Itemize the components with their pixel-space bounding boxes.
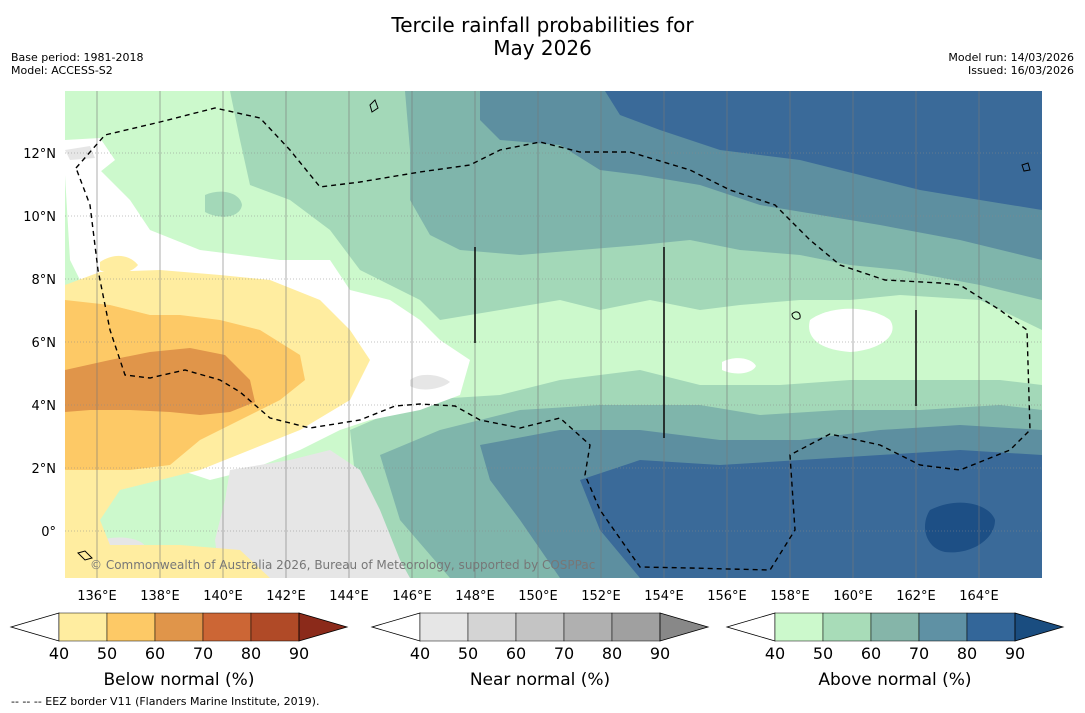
cb-tick: 80 bbox=[602, 644, 622, 663]
x-tick-label: 144°E bbox=[329, 589, 369, 604]
cb-title-below: Below normal (%) bbox=[104, 670, 255, 690]
cb-tick: 40 bbox=[49, 644, 69, 663]
cb-tick: 70 bbox=[193, 644, 213, 663]
cb-tick: 70 bbox=[554, 644, 574, 663]
issued-date: Issued: 16/03/2026 bbox=[967, 64, 1074, 77]
colorbar-near-normal bbox=[370, 612, 710, 642]
meta-right: Model run: 14/03/2026 Issued: 16/03/2026 bbox=[948, 51, 1074, 77]
cb-below-swatch-3 bbox=[154, 612, 204, 642]
above-80-region bbox=[605, 91, 1042, 210]
cb-tick: 90 bbox=[289, 644, 309, 663]
y-tick-label: 6°N bbox=[32, 336, 57, 351]
colorbar-above-normal bbox=[725, 612, 1065, 642]
cb-below-swatch-5 bbox=[250, 612, 300, 642]
cb-tick: 90 bbox=[1005, 644, 1025, 663]
model-run: Model run: 14/03/2026 bbox=[948, 51, 1074, 64]
cb-below-swatch-1 bbox=[58, 612, 108, 642]
cb-above-swatch-1 bbox=[774, 612, 824, 642]
colorbar-below-normal bbox=[9, 612, 349, 642]
cb-tick: 90 bbox=[650, 644, 670, 663]
cb-below-over bbox=[298, 612, 349, 642]
cb-tick: 80 bbox=[957, 644, 977, 663]
cb-tick: 50 bbox=[458, 644, 478, 663]
y-tick-label: 2°N bbox=[32, 462, 57, 477]
x-tick-label: 150°E bbox=[518, 589, 558, 604]
title-line-2: May 2026 bbox=[493, 36, 592, 60]
meta-left: Base period: 1981-2018 Model: ACCESS-S2 bbox=[11, 51, 143, 77]
cb-above-under bbox=[725, 612, 776, 642]
x-tick-label: 148°E bbox=[455, 589, 495, 604]
y-tick-label: 12°N bbox=[23, 147, 56, 162]
y-axis-labels: 12°N 10°N 8°N 6°N 4°N 2°N 0° bbox=[23, 147, 56, 540]
cb-near-over bbox=[659, 612, 710, 642]
colorbar-titles: Below normal (%) Near normal (%) Above n… bbox=[104, 670, 972, 690]
cb-tick: 40 bbox=[410, 644, 430, 663]
map-area bbox=[65, 91, 1042, 578]
x-tick-label: 158°E bbox=[770, 589, 810, 604]
x-tick-label: 154°E bbox=[644, 589, 684, 604]
cb-tick: 80 bbox=[241, 644, 261, 663]
map-graticule bbox=[65, 152, 1042, 532]
above-50-island bbox=[205, 191, 242, 217]
colorbar-tick-labels: 40 50 60 70 80 90 40 50 60 70 80 90 40 5… bbox=[49, 644, 1025, 663]
below-40-patch-north bbox=[100, 255, 138, 274]
x-tick-label: 146°E bbox=[392, 589, 432, 604]
eez-border bbox=[75, 107, 1031, 571]
eez-footnote: -- -- -- EEZ border V11 (Flanders Marine… bbox=[11, 695, 320, 708]
y-tick-label: 8°N bbox=[32, 273, 57, 288]
region-divider-lines bbox=[474, 247, 917, 438]
cb-below-swatch-4 bbox=[202, 612, 252, 642]
x-axis-labels: 136°E 138°E 140°E 142°E 144°E 146°E 148°… bbox=[77, 589, 999, 604]
near-normal-region bbox=[215, 450, 410, 578]
cb-near-swatch-5 bbox=[611, 612, 661, 642]
cb-tick: 40 bbox=[765, 644, 785, 663]
cb-near-swatch-1 bbox=[419, 612, 469, 642]
title-line-1: Tercile rainfall probabilities for bbox=[391, 13, 694, 37]
x-tick-label: 152°E bbox=[581, 589, 621, 604]
x-tick-label: 142°E bbox=[266, 589, 306, 604]
cb-near-under bbox=[370, 612, 421, 642]
y-tick-label: 4°N bbox=[32, 399, 57, 414]
near-normal-patch bbox=[410, 374, 450, 390]
cb-near-swatch-3 bbox=[515, 612, 565, 642]
cb-title-above: Above normal (%) bbox=[818, 670, 971, 690]
cb-above-swatch-3 bbox=[870, 612, 920, 642]
chart-title: Tercile rainfall probabilities for May 2… bbox=[0, 14, 1085, 60]
cb-tick: 70 bbox=[909, 644, 929, 663]
cb-above-over bbox=[1014, 612, 1065, 642]
x-tick-label: 162°E bbox=[896, 589, 936, 604]
cb-tick: 60 bbox=[506, 644, 526, 663]
island-outlines bbox=[77, 99, 1031, 561]
cb-near-swatch-4 bbox=[563, 612, 613, 642]
cb-near-swatch-2 bbox=[467, 612, 517, 642]
above-90-region bbox=[925, 502, 995, 553]
x-tick-label: 136°E bbox=[77, 589, 117, 604]
cb-tick: 60 bbox=[861, 644, 881, 663]
neutral-patch-small bbox=[722, 358, 756, 374]
cb-below-swatch-2 bbox=[106, 612, 156, 642]
x-tick-label: 160°E bbox=[833, 589, 873, 604]
x-tick-label: 156°E bbox=[707, 589, 747, 604]
above-80-region-south bbox=[580, 450, 1042, 578]
x-tick-label: 140°E bbox=[203, 589, 243, 604]
x-tick-label: 164°E bbox=[959, 589, 999, 604]
base-period: Base period: 1981-2018 bbox=[11, 51, 144, 64]
x-tick-label: 138°E bbox=[140, 589, 180, 604]
neutral-region-east bbox=[809, 308, 893, 352]
cb-tick: 50 bbox=[813, 644, 833, 663]
cb-tick: 60 bbox=[145, 644, 165, 663]
cb-above-swatch-4 bbox=[918, 612, 968, 642]
y-tick-label: 10°N bbox=[23, 210, 56, 225]
cb-title-near: Near normal (%) bbox=[470, 670, 610, 690]
cb-below-under bbox=[9, 612, 60, 642]
y-tick-label: 0° bbox=[41, 525, 56, 540]
model-name: Model: ACCESS-S2 bbox=[11, 64, 113, 77]
cb-above-swatch-5 bbox=[966, 612, 1016, 642]
cb-tick: 50 bbox=[97, 644, 117, 663]
copyright-notice: © Commonwealth of Australia 2026, Bureau… bbox=[90, 558, 596, 572]
cb-above-swatch-2 bbox=[822, 612, 872, 642]
